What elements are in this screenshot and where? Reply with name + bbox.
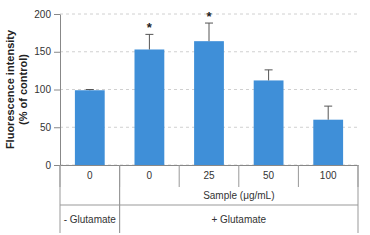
bar [75, 90, 105, 165]
error-bar [145, 34, 153, 49]
y-tick: 100 [34, 84, 60, 95]
x-tick-label: 100 [320, 170, 337, 181]
separator [358, 165, 359, 233]
error-bar [86, 89, 94, 91]
x-tick-label: 0 [147, 170, 153, 181]
error-cap [324, 106, 332, 107]
x-tick: 50 [263, 165, 275, 181]
y-tick-mark [54, 127, 60, 128]
y-tick: 50 [40, 122, 60, 133]
plot: 050100150200**002550100Sample (μg/mL)- G… [34, 9, 358, 233]
separator [298, 165, 299, 187]
chart: 050100150200**002550100Sample (μg/mL)- G… [0, 0, 370, 235]
x-tick-label: 50 [263, 170, 275, 181]
separator [119, 165, 120, 233]
bars [75, 23, 343, 165]
error-stem [149, 34, 150, 49]
group-label: - Glutamate [64, 214, 117, 225]
separator [60, 165, 61, 233]
x-tick: 0 [147, 165, 153, 181]
y-axis-line [60, 15, 61, 166]
y-tick-label: 50 [40, 122, 52, 133]
x-axis-title: Sample (μg/mL) [203, 190, 274, 201]
y-axis: 0 50 100 150 200 [34, 9, 60, 171]
separator [60, 205, 358, 206]
x-tick-label: 0 [87, 170, 93, 181]
significance-mark: * [206, 9, 212, 24]
significance: ** [147, 9, 213, 35]
y-tick-mark [54, 14, 60, 15]
y-axis-title-line: (% of control) [17, 54, 29, 125]
group-label: + Glutamate [211, 214, 266, 225]
y-tick-label: 150 [34, 46, 51, 57]
error-cap [265, 69, 273, 70]
y-tick-mark [54, 165, 60, 166]
significance-mark: * [147, 20, 153, 35]
separators [60, 165, 358, 233]
x-tick: 25 [203, 165, 215, 181]
separator [119, 165, 120, 233]
bar [194, 41, 224, 165]
error-stem [328, 106, 329, 120]
y-tick-mark [54, 52, 60, 53]
separator [179, 165, 180, 187]
y-axis-title-line: Fluorescence intensity [4, 29, 16, 149]
x-tick: 0 [87, 165, 93, 181]
error-bar [324, 106, 332, 120]
y-tick-label: 200 [34, 9, 51, 20]
y-axis-title: Fluorescence intensity(% of control) [4, 29, 29, 149]
y-tick-label: 100 [34, 84, 51, 95]
y-tick-mark [54, 90, 60, 91]
grid [60, 14, 358, 165]
x-axis-line [61, 165, 359, 166]
x-axis: 0 0 25 50 100 [61, 165, 359, 181]
error-stem [209, 23, 210, 41]
y-tick: 200 [34, 9, 60, 20]
x-tick-label: 25 [203, 170, 215, 181]
y-tick: 150 [34, 46, 60, 57]
x-tick: 100 [320, 165, 337, 181]
y-tick: 0 [45, 160, 60, 171]
error-bar [265, 70, 273, 81]
y-tick-label: 0 [45, 160, 51, 171]
bar [254, 80, 284, 165]
error-bar [205, 23, 213, 41]
bar [135, 49, 165, 165]
error-cap [86, 89, 94, 90]
separator [238, 165, 239, 187]
bar [313, 120, 343, 165]
error-stem [268, 70, 269, 81]
